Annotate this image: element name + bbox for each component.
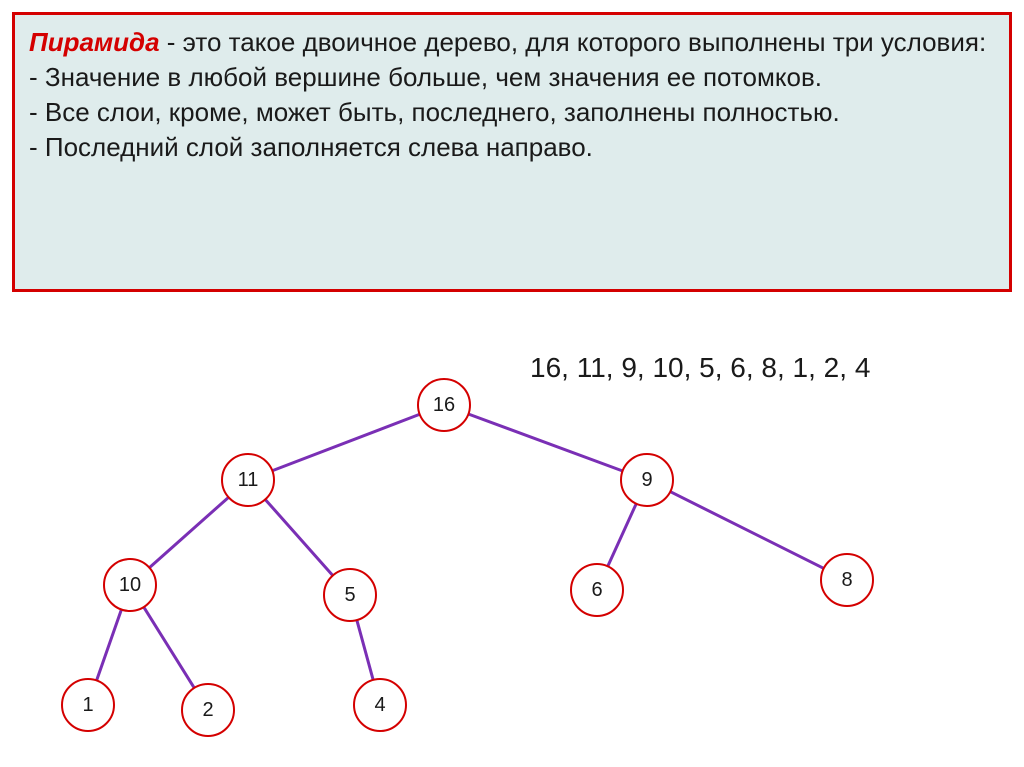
tree-edge [608,505,636,566]
tree-edge [273,415,419,471]
tree-edge [97,610,121,679]
tree-node: 1 [61,678,115,732]
heap-tree-diagram: 16 11 9 10 5 6 8 1 2 4 [0,0,1024,767]
tree-edge [150,498,228,567]
tree-node: 2 [181,683,235,737]
tree-edge [469,414,621,470]
tree-node: 4 [353,678,407,732]
tree-node: 11 [221,453,275,507]
tree-node: 5 [323,568,377,622]
tree-node: 8 [820,553,874,607]
tree-node: 9 [620,453,674,507]
tree-node: 16 [417,378,471,432]
tree-node: 10 [103,558,157,612]
tree-edges [0,0,1024,767]
tree-edge [266,500,332,575]
tree-node: 6 [570,563,624,617]
tree-edge [357,621,373,679]
tree-edge [671,492,823,568]
tree-edge [144,608,193,687]
